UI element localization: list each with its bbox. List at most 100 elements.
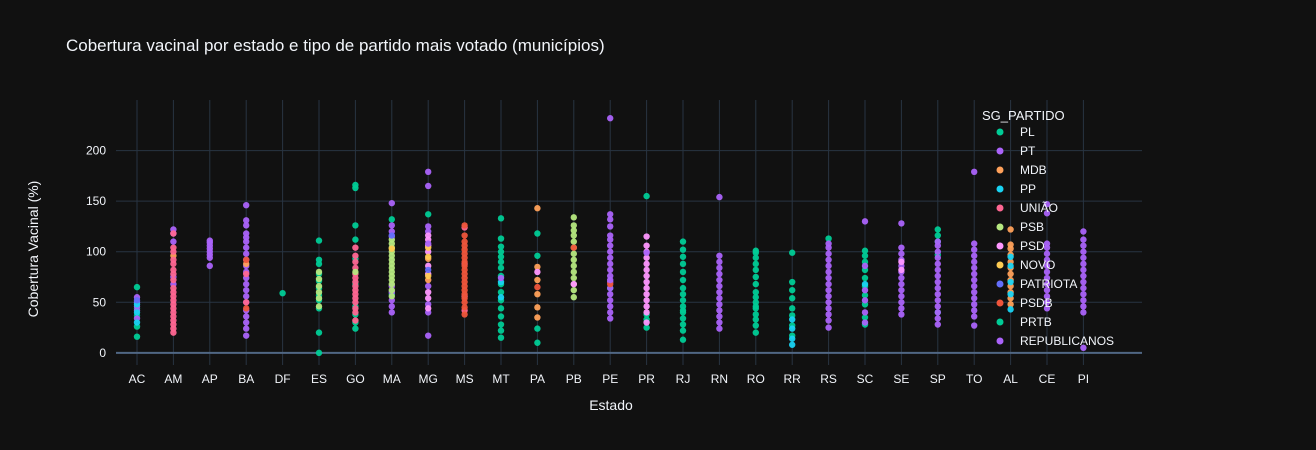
data-point — [315, 256, 323, 264]
data-point — [461, 311, 468, 318]
data-point — [1080, 309, 1087, 316]
data-point — [388, 303, 395, 310]
data-point — [679, 246, 687, 253]
legend-label: PSDB — [1020, 296, 1053, 310]
data-point — [898, 293, 905, 300]
data-point — [898, 266, 905, 274]
data-point — [1043, 200, 1051, 208]
data-point — [934, 272, 941, 280]
x-tick-label: MT — [492, 372, 510, 386]
data-point — [679, 260, 687, 268]
data-point — [825, 311, 832, 318]
data-point — [206, 262, 213, 270]
data-point — [570, 262, 577, 270]
data-point — [607, 115, 614, 122]
data-point — [1007, 278, 1014, 286]
data-point — [643, 309, 650, 316]
data-point — [1007, 226, 1014, 233]
data-point — [497, 313, 505, 320]
data-point — [1080, 260, 1087, 268]
series-pp — [133, 253, 1014, 348]
data-point — [971, 252, 978, 259]
data-point — [825, 286, 832, 294]
data-point — [133, 333, 141, 340]
data-point — [789, 278, 796, 286]
data-point — [861, 274, 869, 282]
legend: SG_PARTIDO PL PT MDB PP UNIÃO PSB PSD NOVO PATRI… — [982, 108, 1114, 348]
data-point — [570, 280, 577, 288]
data-point — [752, 280, 759, 288]
data-point — [716, 313, 723, 320]
data-point — [315, 237, 323, 244]
data-point — [607, 216, 614, 223]
data-point — [497, 327, 505, 334]
legend-marker — [996, 280, 1004, 288]
data-point — [170, 256, 177, 264]
data-point — [716, 319, 723, 326]
data-point — [971, 295, 978, 302]
data-point — [425, 305, 432, 312]
data-point — [352, 258, 359, 266]
data-point — [1080, 344, 1087, 352]
data-point — [679, 238, 687, 245]
data-point — [861, 280, 869, 288]
data-point — [971, 313, 978, 320]
data-point — [534, 304, 541, 311]
data-point — [934, 290, 941, 298]
data-point — [497, 264, 505, 272]
data-point — [716, 258, 723, 266]
x-axis-title: Estado — [589, 397, 633, 413]
data-point — [133, 309, 141, 316]
legend-label: PRTB — [1020, 315, 1052, 329]
data-point — [243, 286, 250, 294]
data-point — [1043, 240, 1051, 247]
data-point — [570, 250, 577, 257]
data-point — [243, 325, 250, 332]
legend-label: REPUBLICANOS — [1020, 334, 1114, 348]
data-point — [425, 223, 432, 230]
data-point — [1043, 262, 1051, 270]
data-point — [716, 252, 723, 259]
data-point — [825, 256, 832, 264]
data-point — [934, 278, 941, 286]
data-point — [170, 284, 177, 292]
data-point — [861, 297, 869, 304]
data-point — [206, 237, 213, 244]
data-point — [1080, 278, 1087, 286]
legend-marker — [996, 299, 1004, 307]
data-point — [934, 284, 941, 292]
data-point — [716, 270, 723, 278]
data-point — [861, 247, 869, 254]
y-tick-label: 150 — [86, 194, 106, 208]
data-point — [971, 168, 978, 176]
data-point — [534, 268, 541, 276]
y-tick-label: 50 — [93, 295, 107, 309]
data-point — [643, 272, 650, 280]
data-point — [388, 286, 395, 294]
data-point — [388, 293, 395, 300]
x-tick-label: DF — [275, 372, 291, 386]
data-point — [1043, 305, 1051, 312]
legend-marker — [996, 223, 1004, 231]
data-point — [716, 301, 723, 308]
data-point — [643, 254, 650, 261]
data-point — [1080, 228, 1087, 235]
data-point — [425, 232, 432, 239]
x-tick-label: PR — [638, 372, 655, 386]
legend-marker — [996, 318, 1004, 326]
data-point — [607, 232, 614, 239]
x-tick-label: PA — [530, 372, 545, 386]
series-união — [170, 224, 468, 336]
x-tick-label: RS — [820, 372, 837, 386]
data-point — [279, 289, 286, 297]
data-point — [243, 234, 250, 241]
data-point — [825, 317, 832, 324]
data-point — [388, 199, 395, 207]
data-point — [570, 214, 577, 221]
data-point — [1043, 280, 1051, 288]
data-point — [679, 297, 687, 304]
data-point — [352, 236, 359, 243]
data-point — [861, 252, 869, 259]
data-point — [716, 325, 723, 332]
